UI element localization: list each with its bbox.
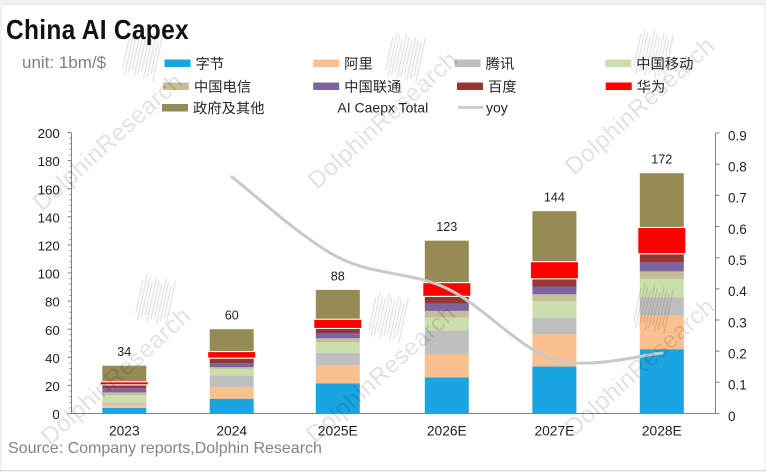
svg-text:0.7: 0.7 bbox=[728, 191, 747, 206]
svg-text:160: 160 bbox=[38, 182, 60, 197]
svg-text:0: 0 bbox=[52, 407, 59, 422]
svg-text:2027E: 2027E bbox=[534, 424, 574, 439]
svg-text:2024: 2024 bbox=[216, 424, 247, 439]
svg-text:0: 0 bbox=[728, 409, 736, 424]
svg-text:60: 60 bbox=[45, 323, 60, 338]
svg-text:100: 100 bbox=[38, 267, 60, 282]
svg-text:China AI Capex: China AI Capex bbox=[6, 14, 189, 46]
svg-text:Source: Company reports,Dolphi: Source: Company reports,Dolphin Research bbox=[8, 440, 322, 457]
svg-text:20: 20 bbox=[45, 379, 60, 394]
svg-text:unit: 1bm/$: unit: 1bm/$ bbox=[22, 53, 107, 72]
svg-text:2026E: 2026E bbox=[427, 424, 467, 439]
svg-text:0.2: 0.2 bbox=[728, 347, 747, 362]
svg-text:yoy: yoy bbox=[486, 100, 508, 116]
svg-text:0.3: 0.3 bbox=[728, 315, 747, 330]
svg-text:40: 40 bbox=[45, 351, 60, 366]
svg-text:0.8: 0.8 bbox=[728, 160, 747, 175]
svg-text:140: 140 bbox=[38, 210, 60, 225]
svg-text:2023: 2023 bbox=[109, 424, 140, 439]
svg-text:0.6: 0.6 bbox=[728, 222, 747, 237]
svg-text:34: 34 bbox=[117, 345, 131, 359]
svg-text:2028E: 2028E bbox=[642, 424, 682, 439]
svg-text:0.5: 0.5 bbox=[728, 253, 747, 268]
svg-text:88: 88 bbox=[331, 269, 345, 283]
svg-text:80: 80 bbox=[45, 295, 60, 310]
svg-text:0.4: 0.4 bbox=[728, 284, 747, 299]
svg-text:2025E: 2025E bbox=[318, 424, 358, 439]
svg-text:0.9: 0.9 bbox=[728, 128, 747, 143]
svg-text:60: 60 bbox=[225, 309, 239, 323]
svg-text:200: 200 bbox=[38, 126, 60, 141]
svg-text:172: 172 bbox=[651, 153, 672, 167]
svg-text:123: 123 bbox=[436, 220, 457, 234]
svg-text:0.1: 0.1 bbox=[728, 378, 747, 393]
svg-text:144: 144 bbox=[544, 191, 565, 205]
svg-text:180: 180 bbox=[38, 154, 60, 169]
svg-text:120: 120 bbox=[38, 239, 60, 254]
svg-text:AI Caepx Total: AI Caepx Total bbox=[337, 100, 428, 116]
